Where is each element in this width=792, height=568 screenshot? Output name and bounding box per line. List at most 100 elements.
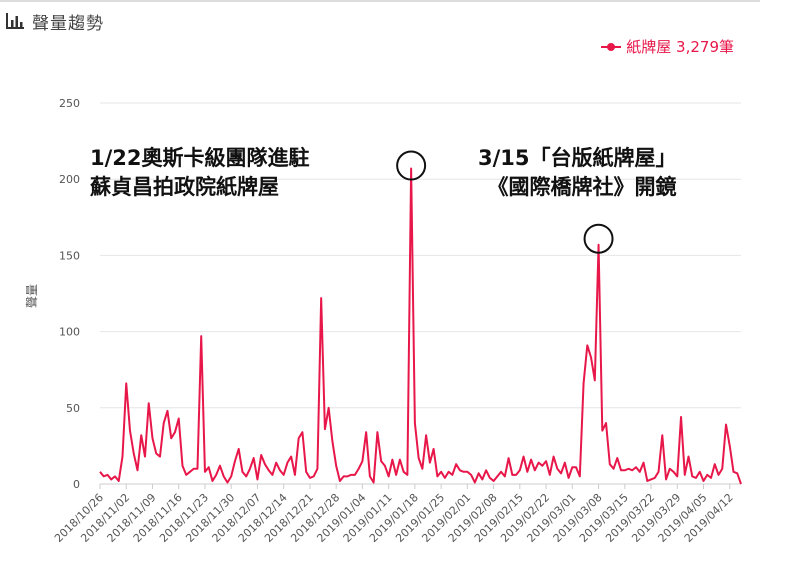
data-point[interactable] — [720, 466, 725, 471]
data-point[interactable] — [315, 466, 320, 471]
data-point[interactable] — [484, 468, 489, 473]
data-point[interactable] — [409, 166, 414, 171]
data-point[interactable] — [150, 436, 155, 441]
data-point[interactable] — [319, 296, 324, 301]
data-point[interactable] — [472, 480, 477, 485]
data-point[interactable] — [161, 421, 166, 426]
data-point[interactable] — [716, 472, 721, 477]
data-point[interactable] — [180, 463, 185, 468]
data-point[interactable] — [259, 453, 264, 458]
data-point[interactable] — [592, 378, 597, 383]
data-point[interactable] — [735, 471, 740, 476]
data-point[interactable] — [285, 460, 290, 465]
data-point[interactable] — [262, 462, 267, 467]
data-point[interactable] — [607, 462, 612, 467]
data-point[interactable] — [371, 480, 376, 485]
data-point[interactable] — [480, 477, 485, 482]
data-point[interactable] — [105, 472, 110, 477]
data-point[interactable] — [502, 474, 507, 479]
data-point[interactable] — [739, 482, 744, 487]
data-point[interactable] — [379, 459, 384, 464]
data-point[interactable] — [469, 472, 474, 477]
data-point[interactable] — [356, 466, 361, 471]
data-point[interactable] — [637, 469, 642, 474]
data-point[interactable] — [195, 466, 200, 471]
data-point[interactable] — [146, 401, 151, 406]
data-point[interactable] — [664, 477, 669, 482]
data-point[interactable] — [116, 478, 121, 483]
data-point[interactable] — [521, 454, 526, 459]
data-point[interactable] — [712, 462, 717, 467]
data-point[interactable] — [416, 456, 421, 461]
data-point[interactable] — [540, 463, 545, 468]
data-point[interactable] — [334, 463, 339, 468]
data-point[interactable] — [660, 433, 665, 438]
data-point[interactable] — [157, 454, 162, 459]
data-point[interactable] — [709, 475, 714, 480]
data-point[interactable] — [367, 474, 372, 479]
data-point[interactable] — [202, 469, 207, 474]
data-point[interactable] — [277, 468, 282, 473]
data-point[interactable] — [476, 471, 481, 476]
data-point[interactable] — [652, 475, 657, 480]
data-point[interactable] — [172, 430, 177, 435]
data-point[interactable] — [562, 460, 567, 465]
data-point[interactable] — [176, 416, 181, 421]
data-point[interactable] — [491, 478, 496, 483]
data-point[interactable] — [217, 463, 222, 468]
data-point[interactable] — [296, 436, 301, 441]
data-point[interactable] — [694, 475, 699, 480]
data-point[interactable] — [686, 454, 691, 459]
data-point[interactable] — [532, 468, 537, 473]
data-point[interactable] — [604, 421, 609, 426]
data-point[interactable] — [210, 478, 215, 483]
data-point[interactable] — [727, 443, 732, 448]
data-point[interactable] — [634, 465, 639, 470]
data-point[interactable] — [555, 466, 560, 471]
data-point[interactable] — [506, 456, 511, 461]
data-point[interactable] — [514, 472, 519, 477]
data-point[interactable] — [214, 472, 219, 477]
data-point[interactable] — [439, 469, 444, 474]
data-point[interactable] — [544, 459, 549, 464]
data-point[interactable] — [326, 405, 331, 410]
data-point[interactable] — [615, 456, 620, 461]
data-point[interactable] — [206, 465, 211, 470]
data-point[interactable] — [131, 451, 136, 456]
data-point[interactable] — [412, 421, 417, 426]
data-point[interactable] — [135, 468, 140, 473]
data-point[interactable] — [127, 428, 132, 433]
data-point[interactable] — [566, 475, 571, 480]
data-point[interactable] — [386, 474, 391, 479]
data-point[interactable] — [244, 474, 249, 479]
data-point[interactable] — [435, 474, 440, 479]
data-point[interactable] — [360, 459, 365, 464]
data-point[interactable] — [611, 466, 616, 471]
data-point[interactable] — [499, 469, 504, 474]
data-point[interactable] — [424, 433, 429, 438]
data-point[interactable] — [375, 430, 380, 435]
data-point[interactable] — [352, 472, 357, 477]
data-point[interactable] — [270, 472, 275, 477]
data-point[interactable] — [165, 408, 170, 413]
data-point[interactable] — [427, 460, 432, 465]
data-point[interactable] — [581, 381, 586, 386]
data-point[interactable] — [255, 477, 260, 482]
data-point[interactable] — [98, 469, 103, 474]
data-point[interactable] — [337, 478, 342, 483]
data-point[interactable] — [364, 430, 369, 435]
data-point[interactable] — [585, 343, 590, 348]
data-point[interactable] — [394, 472, 399, 477]
data-point[interactable] — [232, 459, 237, 464]
data-point[interactable] — [142, 454, 147, 459]
data-point[interactable] — [454, 462, 459, 467]
data-point[interactable] — [600, 428, 605, 433]
data-point[interactable] — [251, 456, 256, 461]
data-point[interactable] — [547, 472, 552, 477]
data-point[interactable] — [450, 472, 455, 477]
data-point[interactable] — [574, 465, 579, 470]
data-point[interactable] — [397, 457, 402, 462]
data-point[interactable] — [517, 468, 522, 473]
data-point[interactable] — [701, 478, 706, 483]
data-point[interactable] — [311, 474, 316, 479]
